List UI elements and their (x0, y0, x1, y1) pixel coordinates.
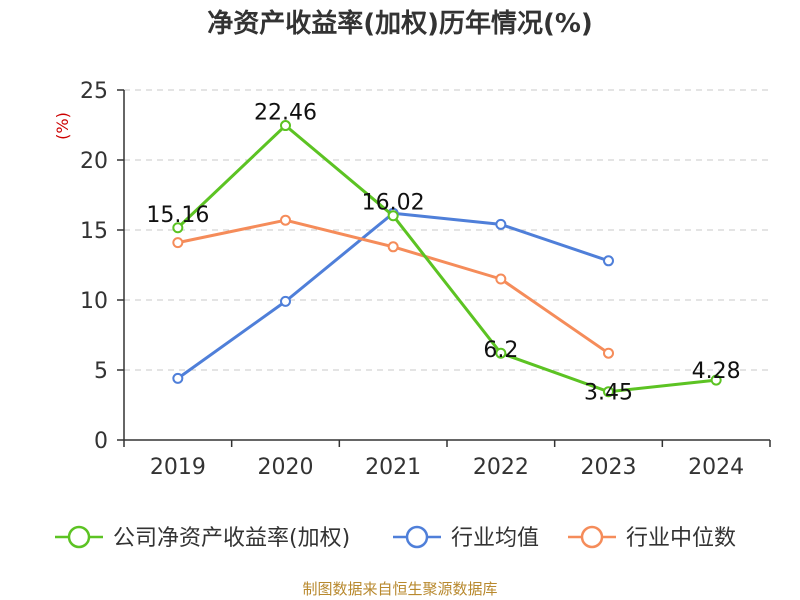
x-tick-label: 2021 (365, 455, 421, 480)
legend-circle-icon (580, 525, 604, 549)
data-point[interactable] (172, 222, 184, 234)
legend-label: 行业中位数 (626, 526, 736, 551)
axes: 0 5 10 15 20 25 2019 2020 2021 2022 2023 2024 (80, 79, 771, 480)
x-tick-label: 2024 (688, 455, 744, 480)
data-label: 3.45 (584, 381, 633, 406)
y-axis-label: (%) (53, 112, 72, 140)
source-note: 制图数据来自恒生聚源数据库 (302, 580, 497, 598)
data-point[interactable] (495, 218, 507, 230)
legend-circle-icon (67, 525, 91, 549)
data-point[interactable] (495, 273, 507, 285)
data-labels: 15.16 22.46 16.02 6.2 3.45 4.28 (146, 101, 740, 406)
y-tick-label: 15 (80, 219, 108, 244)
series-line (176, 211, 609, 380)
data-point[interactable] (603, 386, 614, 398)
data-point[interactable] (710, 374, 722, 386)
legend[interactable]: 公司净资产收益率(加权) 行业均值 行业中位数 (55, 525, 736, 551)
series-line (176, 124, 717, 394)
data-label: 4.28 (692, 359, 741, 384)
data-point[interactable] (172, 372, 184, 384)
data-point[interactable] (280, 214, 291, 226)
series (172, 120, 722, 398)
x-tick-label: 2020 (258, 455, 314, 480)
legend-label: 公司净资产收益率(加权) (113, 526, 350, 551)
y-tick-label: 10 (80, 289, 108, 314)
y-tick-label: 20 (80, 149, 108, 174)
legend-item[interactable]: 行业中位数 (568, 525, 736, 551)
data-point[interactable] (387, 210, 399, 222)
x-tick-label: 2023 (581, 455, 637, 480)
y-tick-label: 0 (94, 429, 108, 454)
data-point[interactable] (387, 241, 399, 253)
y-tick-label: 5 (94, 359, 108, 384)
data-point[interactable] (495, 347, 507, 359)
legend-label: 行业均值 (451, 526, 539, 551)
legend-item[interactable]: 公司净资产收益率(加权) (55, 525, 350, 551)
data-label: 15.16 (146, 203, 209, 228)
data-label: 22.46 (254, 101, 317, 126)
data-point[interactable] (603, 347, 614, 359)
x-tick-label: 2022 (473, 455, 529, 480)
legend-item[interactable]: 行业均值 (393, 525, 539, 551)
y-tick-label: 25 (80, 79, 108, 104)
data-point[interactable] (280, 295, 291, 307)
data-point[interactable] (603, 255, 614, 267)
chart-title: 净资产收益率(加权)历年情况(%) (207, 8, 593, 39)
grid (124, 89, 770, 371)
x-tick-label: 2019 (150, 455, 206, 480)
data-label: 6.2 (483, 338, 518, 363)
data-point[interactable] (172, 237, 184, 249)
data-label: 16.02 (362, 191, 425, 216)
data-point[interactable] (280, 120, 291, 132)
legend-circle-icon (405, 525, 429, 549)
